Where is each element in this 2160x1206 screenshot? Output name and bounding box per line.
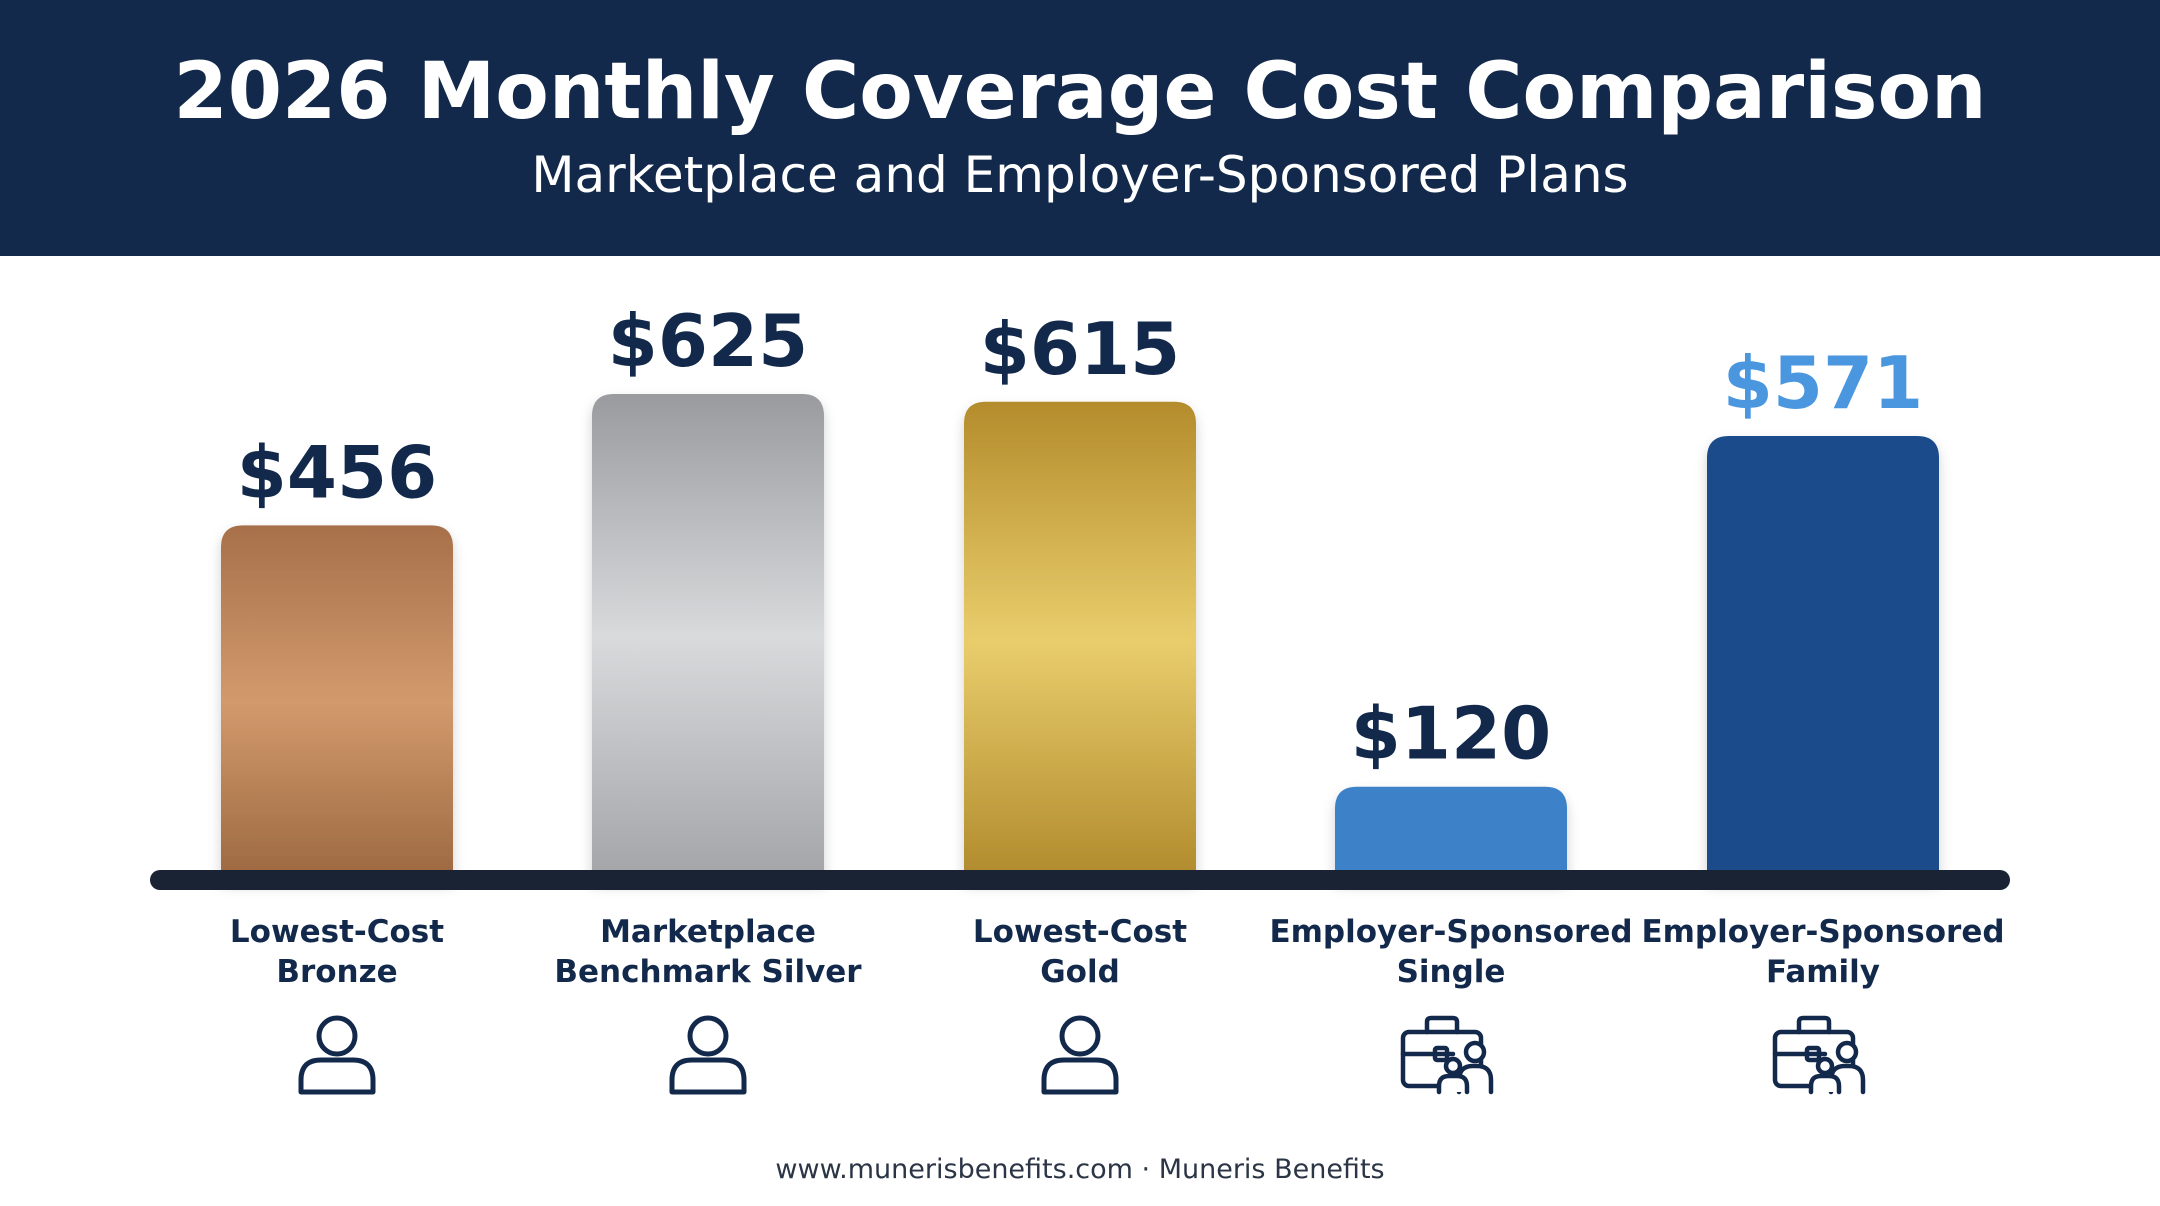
value-label-5: $571 bbox=[1723, 341, 1923, 425]
value-label-1: $456 bbox=[237, 430, 437, 514]
category-label-5-line-2: Family bbox=[1766, 954, 1880, 990]
category-label-3-line-2: Gold bbox=[1040, 954, 1120, 990]
category-label-2-line-2: Benchmark Silver bbox=[554, 954, 862, 990]
person-icon bbox=[298, 1015, 376, 1095]
briefcase-family-icon bbox=[1772, 1015, 1866, 1095]
bar-2 bbox=[592, 394, 824, 880]
value-label-2: $625 bbox=[608, 299, 808, 383]
bar-4 bbox=[1335, 786, 1567, 880]
chart-title: 2026 Monthly Coverage Cost Comparison bbox=[173, 47, 1987, 137]
chart-subtitle: Marketplace and Employer-Sponsored Plans bbox=[531, 146, 1629, 204]
category-label-4-line-2: Single bbox=[1397, 954, 1506, 990]
category-label-1-line-2: Bronze bbox=[276, 954, 397, 990]
bar-1 bbox=[221, 525, 453, 880]
category-label-4-line-1: Employer-Sponsored bbox=[1269, 914, 1632, 950]
category-label-5-line-1: Employer-Sponsored bbox=[1641, 914, 2004, 950]
value-label-3: $615 bbox=[980, 307, 1180, 391]
category-label-2-line-1: Marketplace bbox=[600, 914, 816, 950]
person-icon bbox=[1041, 1015, 1119, 1095]
bar-3 bbox=[964, 401, 1196, 880]
bar-5 bbox=[1707, 435, 1939, 880]
category-label-3-line-1: Lowest-Cost bbox=[973, 914, 1187, 950]
category-label-1-line-1: Lowest-Cost bbox=[230, 914, 444, 950]
value-label-4: $120 bbox=[1351, 692, 1551, 776]
footer-credit: www.munerisbenefits.com · Muneris Benefi… bbox=[775, 1154, 1385, 1185]
header: 2026 Monthly Coverage Cost Comparison Ma… bbox=[0, 0, 2160, 256]
person-icon bbox=[669, 1015, 747, 1095]
briefcase-family-icon bbox=[1400, 1015, 1494, 1095]
